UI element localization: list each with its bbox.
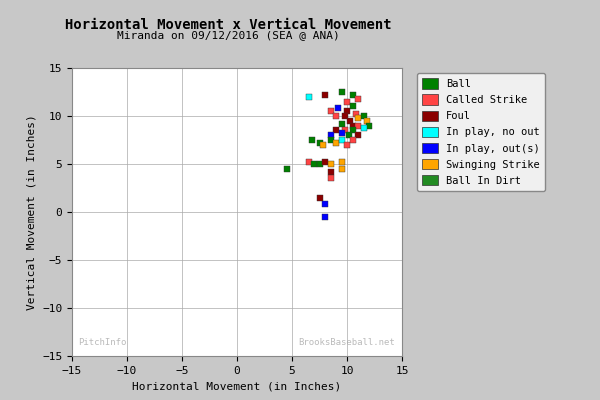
Legend: Ball, Called Strike, Foul, In play, no out, In play, out(s), Swinging Strike, Ba: Ball, Called Strike, Foul, In play, no o… [417, 73, 545, 191]
Text: Miranda on 09/12/2016 (SEA @ ANA): Miranda on 09/12/2016 (SEA @ ANA) [116, 30, 340, 40]
X-axis label: Horizontal Movement (in Inches): Horizontal Movement (in Inches) [133, 381, 341, 391]
Y-axis label: Vertical Movement (in Inches): Vertical Movement (in Inches) [26, 114, 37, 310]
Text: PitchInfo: PitchInfo [79, 338, 127, 347]
Text: BrooksBaseball.net: BrooksBaseball.net [299, 338, 395, 347]
Text: Horizontal Movement x Vertical Movement: Horizontal Movement x Vertical Movement [65, 18, 391, 32]
